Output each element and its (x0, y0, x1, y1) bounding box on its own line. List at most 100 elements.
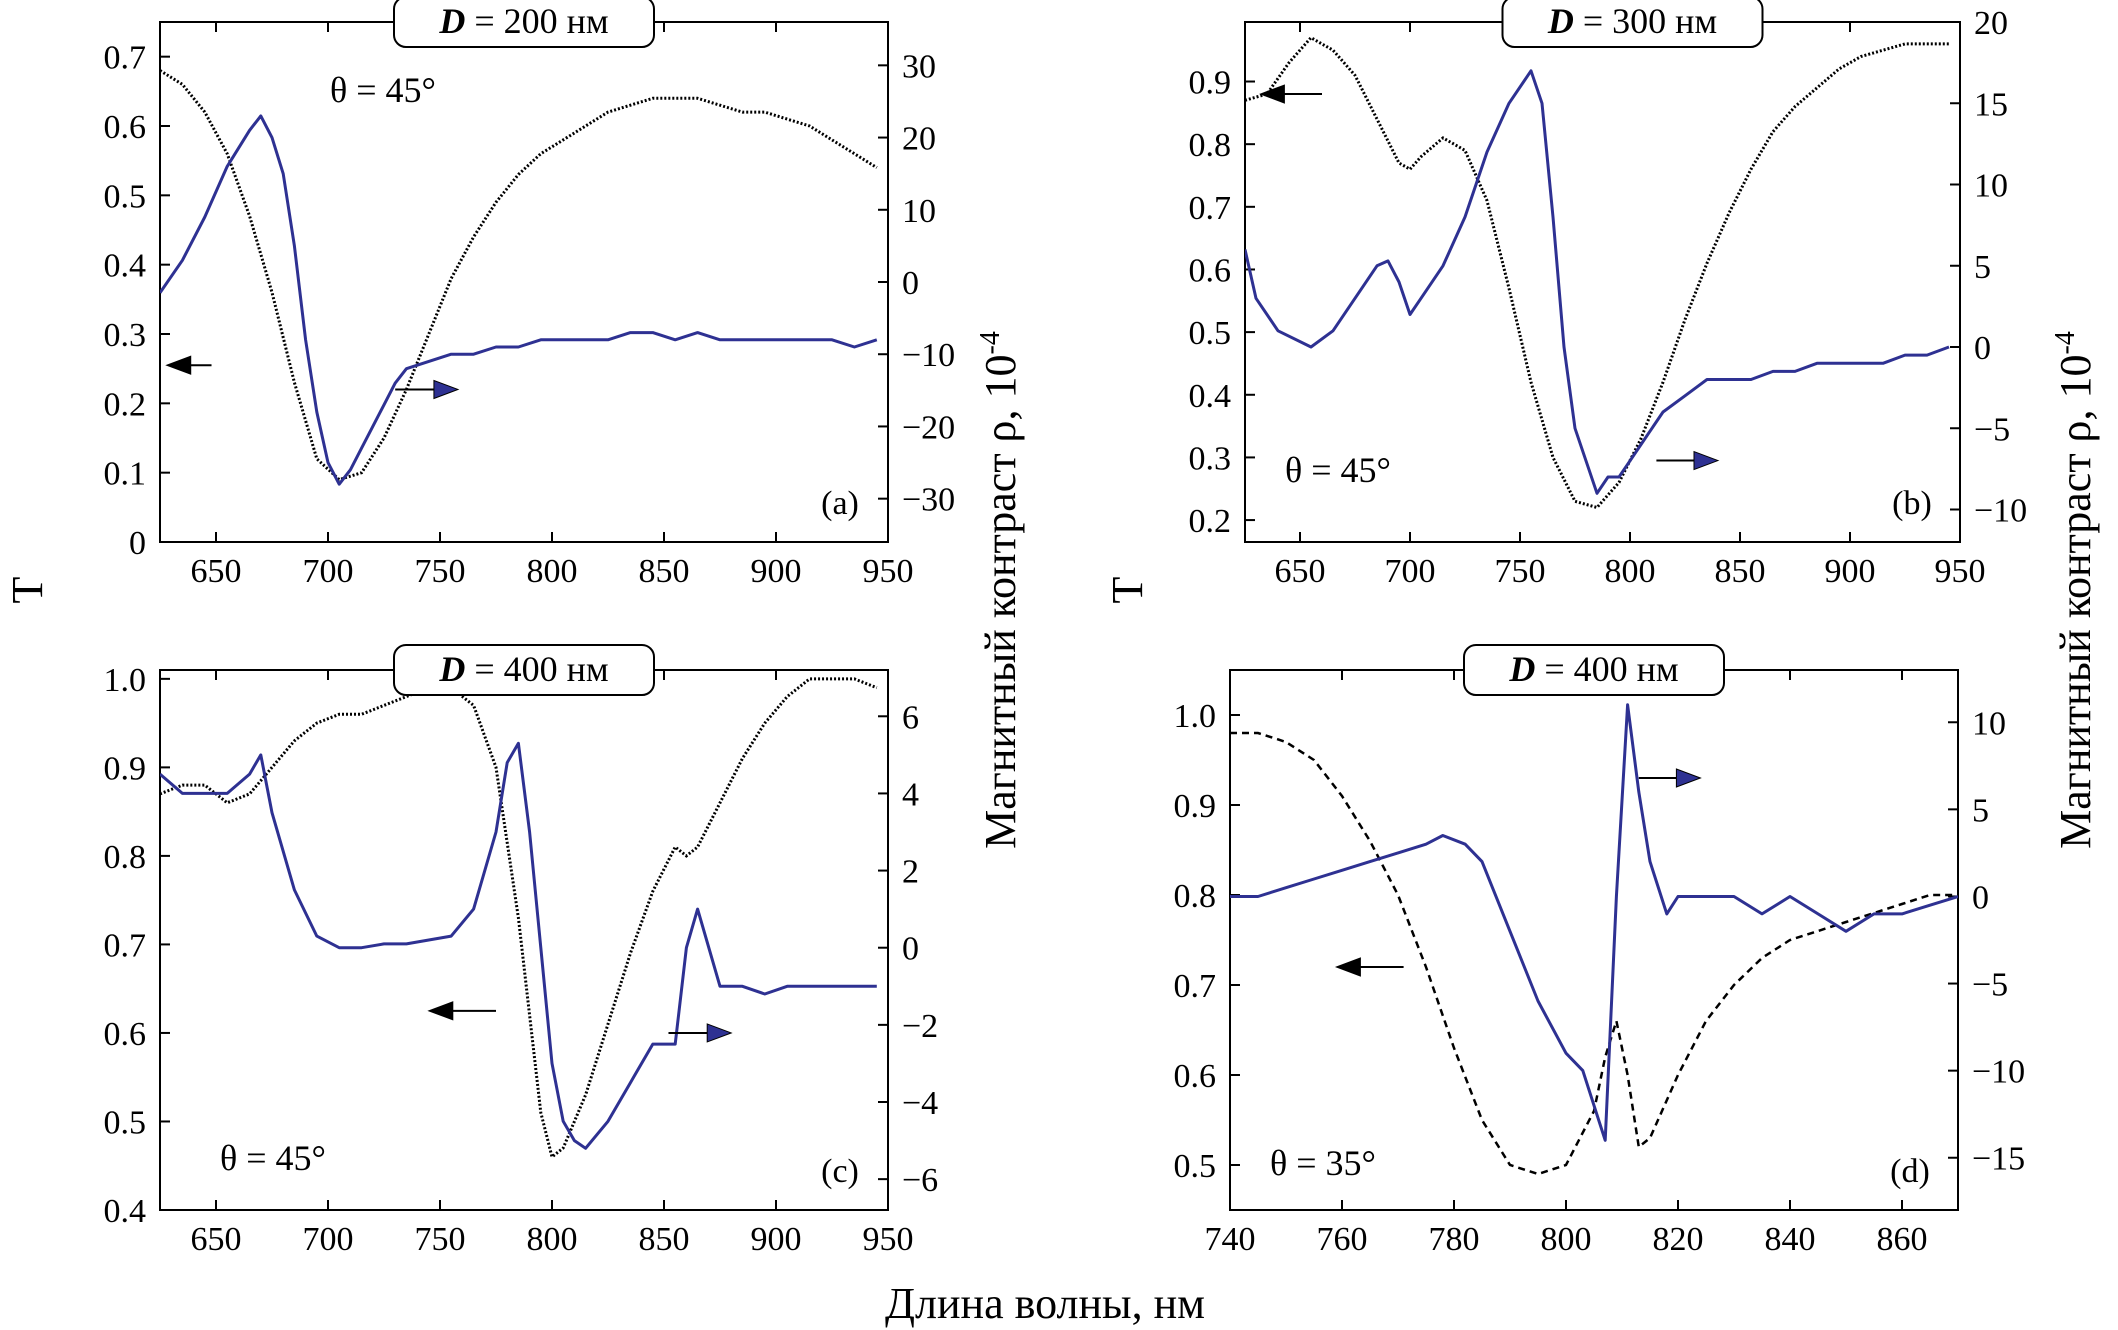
x-tick-label: 800 (527, 1221, 578, 1258)
left-axis-title: T (3, 576, 52, 603)
x-tick-label: 650 (191, 1221, 242, 1258)
y-tick-label: 0.4 (1189, 378, 1232, 415)
annotation-arrow-head (1675, 768, 1702, 788)
y-tick-label: 1.0 (104, 662, 147, 699)
diameter-value: = 200 нм (465, 1, 608, 41)
y-tick-label: 0.6 (104, 109, 147, 146)
magnetic-contrast-line (160, 114, 878, 486)
angle-label: θ = 45° (220, 1138, 326, 1178)
x-tick-label: 860 (1877, 1221, 1928, 1258)
left-axis-title-2: T (1103, 576, 1152, 603)
annotation-arrow-head (1334, 957, 1361, 977)
y-tick-label: 0.3 (104, 317, 147, 354)
right-axis-title: Магнитный контраст ρ, 10-4 (975, 331, 1025, 849)
y2-tick-label: −20 (902, 409, 955, 446)
y-tick-label: 0.2 (1189, 503, 1232, 540)
x-tick-label: 750 (415, 1221, 466, 1258)
y-tick-label: 0.4 (104, 248, 147, 285)
annotation-arrow-head (1693, 450, 1720, 471)
x-tick-label: 820 (1653, 1221, 1704, 1258)
y-tick-label: 0.5 (104, 178, 147, 215)
x-tick-label: 650 (1275, 553, 1326, 590)
x-tick-label: 840 (1765, 1221, 1816, 1258)
annotation-arrow-head (433, 379, 460, 400)
y-tick-label: 0.4 (104, 1193, 147, 1230)
y2-tick-label: −10 (902, 337, 955, 374)
y-tick-label: 0.7 (1174, 968, 1217, 1005)
x-tick-label: 850 (1715, 553, 1766, 590)
y2-tick-label: −5 (1972, 967, 2008, 1004)
y2-tick-label: −4 (902, 1085, 938, 1122)
y2-tick-label: 6 (902, 699, 919, 736)
y2-tick-label: −10 (1972, 1054, 2025, 1091)
transmission-line (160, 69, 878, 482)
y-tick-label: 0.8 (104, 839, 147, 876)
y-tick-label: 0.5 (1189, 315, 1232, 352)
x-tick-label: 950 (863, 1221, 914, 1258)
x-axis-title: Длина волны, нм (885, 1279, 1205, 1328)
y-tick-label: 0.2 (104, 386, 147, 423)
diameter-tag: D = 200 нм (438, 1, 608, 41)
panel-a: 650 700 750 800 850 900 950 0 0.1 0.2 0.3 0.4 0.5 0.6… (104, 0, 955, 590)
y2-tick-label: −2 (902, 1008, 938, 1045)
plot-frame (1229, 669, 1959, 1211)
y-tick-label: 0.9 (104, 750, 147, 787)
diameter-tag: D = 300 нм (1547, 1, 1717, 41)
y2-tick-label: 4 (902, 776, 919, 813)
y2-tick-label: −10 (1974, 493, 2027, 530)
diameter-symbol: D (438, 649, 465, 689)
diameter-symbol: D (438, 1, 465, 41)
y-tick-label: 0.9 (1189, 65, 1232, 102)
y-tick-label: 0.6 (104, 1016, 147, 1053)
y2-tick-label: 0 (1972, 879, 1989, 916)
x-tick-label: 740 (1205, 1221, 1256, 1258)
y2-tick-label: 10 (1974, 168, 2008, 205)
y-tick-label: 0 (129, 525, 146, 562)
x-tick-label: 900 (751, 1221, 802, 1258)
magnetic-contrast-line (1230, 703, 1958, 1142)
y-tick-label: 0.6 (1189, 252, 1232, 289)
right-axis-title-2-exp: -4 (2050, 331, 2081, 354)
y-tick-label: 0.3 (1189, 440, 1232, 477)
diameter-tag-box (393, 0, 655, 48)
panel-letter: (d) (1890, 1153, 1930, 1190)
x-tick-label: 900 (751, 553, 802, 590)
x-tick-label: 750 (415, 553, 466, 590)
x-tick-label: 650 (191, 553, 242, 590)
panel-letter: (c) (821, 1153, 859, 1190)
y2-tick-label: 20 (1974, 5, 2008, 42)
magnetic-contrast-line (160, 741, 877, 1150)
diameter-value: = 400 нм (1535, 649, 1678, 689)
right-axis-title-2-text: Магнитный контраст ρ, 10 (2051, 354, 2100, 848)
right-axis-title-text: Магнитный контраст ρ, 10 (976, 354, 1025, 848)
x-tick-label: 850 (639, 553, 690, 590)
y2-tick-label: 10 (902, 193, 936, 230)
y2-tick-label: 5 (1972, 792, 1989, 829)
y2-tick-label: 0 (902, 931, 919, 968)
y2-tick-label: 10 (1972, 705, 2006, 742)
x-tick-label: 900 (1825, 553, 1876, 590)
y-tick-label: 0.7 (104, 927, 147, 964)
y2-tick-label: −6 (902, 1162, 938, 1199)
y2-tick-label: 5 (1974, 249, 1991, 286)
y2-tick-label: −15 (1972, 1141, 2025, 1178)
x-tick-label: 850 (639, 1221, 690, 1258)
x-tick-label: 700 (1385, 553, 1436, 590)
diameter-symbol: D (1547, 1, 1574, 41)
right-axis-title-exp: -4 (975, 331, 1006, 354)
transmission-line (1245, 35, 1949, 510)
x-tick-label: 800 (527, 553, 578, 590)
plot-frame (159, 669, 889, 1211)
y2-tick-label: −30 (902, 482, 955, 519)
diameter-tag-box (393, 644, 655, 696)
diameter-value: = 300 нм (1574, 1, 1717, 41)
y-tick-label: 0.1 (104, 456, 147, 493)
x-tick-label: 700 (303, 553, 354, 590)
y-tick-label: 0.7 (104, 40, 147, 77)
angle-label: θ = 35° (1270, 1143, 1376, 1183)
annotation-arrow-head (1258, 84, 1285, 104)
y-tick-label: 0.8 (1174, 878, 1217, 915)
y-tick-label: 0.8 (1189, 127, 1232, 164)
y2-tick-label: 0 (1974, 330, 1991, 367)
y-tick-label: 0.7 (1189, 190, 1232, 227)
